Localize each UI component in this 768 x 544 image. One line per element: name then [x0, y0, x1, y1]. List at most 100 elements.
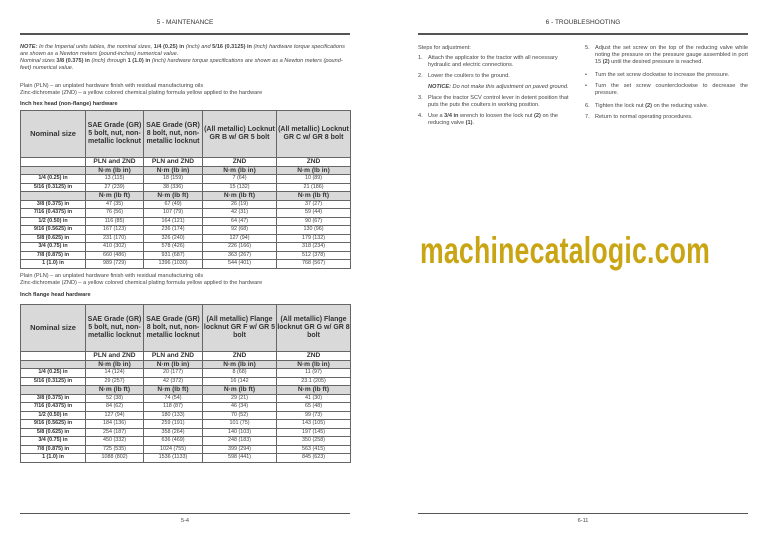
table-row: 1/2 (0.50) in 127 (94) 180 (133) 70 (52) 99 … — [20, 410, 351, 420]
torque-cell: 326 (240) — [143, 233, 203, 243]
torque-cell: 1536 (1133) — [143, 453, 203, 463]
pln-definition: Plain (PLN) – an unplated hardware finis… — [20, 83, 204, 89]
torque-cell: 989 (729) — [85, 259, 144, 269]
unit-row: N·m (lb ft) N·m (lb ft) N·m (lb ft) N·m (lb… — [20, 385, 351, 395]
torque-cell: 37 (27) — [276, 199, 351, 209]
adjustment-steps-left: Steps for adjustment: 1. Attach the appli… — [418, 45, 580, 131]
table-row: 7/8 (0.875) in 660 (486) 931 (687) 363 (267… — [20, 250, 351, 260]
torque-cell: 21 (186) — [276, 182, 351, 192]
torque-cell: 363 (267) — [202, 250, 277, 260]
torque-cell: 99 (73) — [276, 410, 351, 420]
table-header-row: Nominal size SAE Grade (GR) 5 bolt, nut, … — [20, 304, 351, 352]
page-number: 6-11 — [577, 518, 589, 524]
torque-cell: 1088 (802) — [85, 453, 144, 463]
step-3: 3. Place the tractor SCV control lever in… — [418, 95, 569, 108]
torque-cell: 143 (105) — [276, 419, 351, 429]
torque-cell: 636 (469) — [143, 436, 203, 446]
table-row: 9/16 (0.5625) in 167 (123) 236 (174) 92 (68… — [20, 225, 351, 235]
torque-cell: 768 (567) — [276, 259, 351, 269]
nominal-size-cell: 3/4 (0.75) in — [20, 242, 86, 252]
table-row: 1/2 (0.50) in 116 (85) 164 (121) 64 (47) 90 … — [20, 216, 351, 226]
unit-cell: N·m (lb ft) — [85, 385, 144, 395]
torque-cell: 92 (68) — [202, 225, 277, 235]
torque-cell: 358 (264) — [143, 427, 203, 437]
finish-cell: ZND — [276, 157, 351, 167]
column-header: (All metallic) Locknut GR B w/ GR 5 bolt — [202, 110, 277, 158]
step-1: 1. Attach the applicator to the tractor w… — [418, 55, 558, 68]
torque-cell: 1024 (755) — [143, 444, 203, 454]
right-page-header: 6 - TROUBLESHOOTING — [545, 19, 621, 26]
torque-cell: 18 (159) — [143, 174, 203, 184]
unit-cell: N·m (lb in) — [85, 165, 144, 175]
torque-cell: 84 (62) — [85, 402, 144, 412]
torque-cell: 167 (123) — [85, 225, 144, 235]
torque-cell: 41 (30) — [276, 393, 351, 403]
notice: NOTICE: Do not make this adjustment on p… — [428, 84, 569, 90]
table-header-row: Nominal size SAE Grade (GR) 5 bolt, nut, … — [20, 110, 351, 158]
torque-cell: 47 (35) — [85, 199, 144, 209]
finish-row: PLN and ZND PLN and ZND ZND ZND — [20, 351, 351, 361]
torque-cell: 140 (103) — [202, 427, 277, 437]
table-row: 5/16 (0.3125) in 29 (257) 42 (372) 16 (142 2… — [20, 376, 351, 386]
torque-cell: 70 (52) — [202, 410, 277, 420]
torque-cell: 26 (19) — [202, 199, 277, 209]
torque-cell: 14 (124) — [85, 368, 144, 378]
torque-cell: 226 (166) — [202, 242, 277, 252]
torque-cell: 59 (44) — [276, 208, 351, 218]
step-2: 2. Lower the coulters to the ground. — [418, 73, 510, 79]
pln-definition: Plain (PLN) – an unplated hardware finis… — [20, 273, 204, 279]
torque-cell: 399 (294) — [202, 444, 277, 454]
unit-cell: N·m (lb ft) — [85, 191, 144, 201]
nominal-size-cell: 1/2 (0.50) in — [20, 216, 86, 226]
nominal-size-cell: 9/16 (0.5625) in — [20, 419, 86, 429]
torque-cell: 127 (94) — [85, 410, 144, 420]
nominal-size-cell: 5/8 (0.625) in — [20, 233, 86, 243]
bullet-counterclockwise: • Turn the set screw counterclockwise to … — [585, 83, 748, 96]
torque-cell: 254 (187) — [85, 427, 144, 437]
unit-cell: N·m (lb in) — [276, 359, 351, 369]
unit-row: N·m (lb ft) N·m (lb ft) N·m (lb ft) N·m (lb… — [20, 191, 351, 201]
torque-cell: 74 (54) — [143, 393, 203, 403]
torque-cell: 16 (142 — [202, 376, 277, 386]
table-row: 5/16 (0.3125) in 27 (239) 38 (336) 15 (132)… — [20, 182, 351, 192]
unit-cell: N·m (lb ft) — [202, 191, 277, 201]
step-4: 4. Use a 3/4 in wrench to loosen the lock… — [418, 113, 558, 126]
torque-cell: 450 (332) — [85, 436, 144, 446]
torque-cell: 231 (170) — [85, 233, 144, 243]
nominal-size-cell: 5/8 (0.625) in — [20, 427, 86, 437]
nominal-size-cell: 5/16 (0.3125) in — [20, 182, 86, 192]
step-6: 6. Tighten the lock nut (2) on the reduci… — [585, 103, 709, 109]
table-title: Inch hex head (non-flange) hardware — [20, 101, 118, 107]
torque-cell: 46 (34) — [202, 402, 277, 412]
table-row: 1 (1.0) in 989 (729) 1396 (1030) 544 (401) 7… — [20, 259, 351, 269]
znd-definition: Zinc-dichromate (ZND) – a yellow colored… — [20, 280, 263, 286]
table-row: 5/8 (0.625) in 254 (187) 358 (264) 140 (103… — [20, 427, 351, 437]
bullet-clockwise: • Turn the set screw clockwise to increas… — [585, 72, 730, 78]
nominal-size-cell: 1/2 (0.50) in — [20, 410, 86, 420]
nominal-size-cell: 3/8 (0.375) in — [20, 393, 86, 403]
torque-cell: 8 (68) — [202, 368, 277, 378]
unit-cell: N·m (lb ft) — [143, 191, 203, 201]
nominal-size-cell: 3/4 (0.75) in — [20, 436, 86, 446]
left-page-header: 5 - MAINTENANCE — [156, 19, 214, 26]
nominal-size-cell — [20, 385, 86, 395]
torque-cell: 248 (183) — [202, 436, 277, 446]
torque-cell: 180 (133) — [143, 410, 203, 420]
table-row: 7/8 (0.875) in 725 (535) 1024 (755) 399 (29… — [20, 444, 351, 454]
hex-head-torque-table: Nominal size SAE Grade (GR) 5 bolt, nut, … — [20, 110, 351, 269]
unit-cell: N·m (lb in) — [143, 165, 203, 175]
unit-cell: N·m (lb in) — [143, 359, 203, 369]
torque-cell: 127 (94) — [202, 233, 277, 243]
table-row: 3/4 (0.75) in 450 (332) 636 (469) 248 (183)… — [20, 436, 351, 446]
unit-cell: N·m (lb ft) — [276, 191, 351, 201]
torque-cell: 563 (415) — [276, 444, 351, 454]
unit-row: N·m (lb in) N·m (lb in) N·m (lb in) N·m (lb… — [20, 359, 351, 369]
torque-cell: 197 (145) — [276, 427, 351, 437]
nominal-size-cell: 1 (1.0) in — [20, 453, 86, 463]
unit-cell: N·m (lb ft) — [276, 385, 351, 395]
page-number: 5-4 — [180, 518, 190, 524]
unit-row: N·m (lb in) N·m (lb in) N·m (lb in) N·m (lb… — [20, 165, 351, 175]
flange-head-torque-table: Nominal size SAE Grade (GR) 5 bolt, nut, … — [20, 304, 351, 463]
nominal-size-cell: 1/4 (0.25) in — [20, 174, 86, 184]
torque-cell: 11 (97) — [276, 368, 351, 378]
